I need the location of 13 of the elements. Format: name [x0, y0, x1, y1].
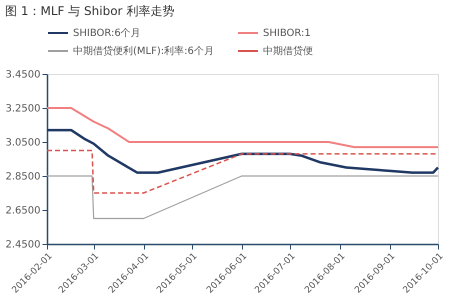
- legend-label: SHIBOR:6个月: [73, 27, 141, 39]
- legend-label: SHIBOR:1: [263, 28, 311, 39]
- line-series: [46, 128, 440, 174]
- y-tick-label: 2.6500: [6, 206, 40, 216]
- y-tick-label: 2.8500: [6, 172, 40, 182]
- y-tick-label: 2.4500: [6, 240, 40, 250]
- line-series: [46, 107, 439, 148]
- y-tick-label: 3.2500: [6, 104, 40, 114]
- legend-label: 中期借贷便利(MLF):利率:6个月: [73, 45, 214, 57]
- y-tick-label: 3.4500: [6, 70, 40, 80]
- y-tick-label: 3.0500: [6, 138, 40, 148]
- chart-title: 图 1：MLF 与 Shibor 利率走势: [5, 4, 174, 18]
- legend-label: 中期借贷便: [263, 45, 313, 57]
